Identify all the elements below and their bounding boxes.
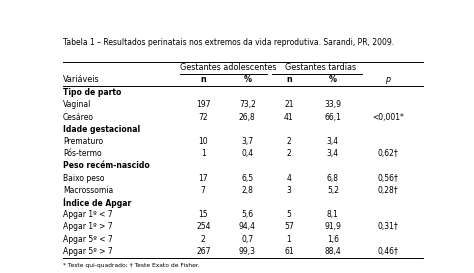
Text: 5: 5 bbox=[286, 210, 292, 219]
Text: 4: 4 bbox=[286, 174, 292, 183]
Text: 7: 7 bbox=[201, 186, 206, 195]
Text: Apgar 1º > 7: Apgar 1º > 7 bbox=[63, 222, 112, 232]
Text: Vaginal: Vaginal bbox=[63, 100, 91, 109]
Text: 2,8: 2,8 bbox=[241, 186, 253, 195]
Text: Apgar 5º < 7: Apgar 5º < 7 bbox=[63, 235, 113, 244]
Text: 15: 15 bbox=[199, 210, 208, 219]
Text: 17: 17 bbox=[199, 174, 208, 183]
Text: 5,6: 5,6 bbox=[241, 210, 254, 219]
Text: 1,6: 1,6 bbox=[327, 235, 339, 244]
Text: 88,4: 88,4 bbox=[325, 247, 341, 256]
Text: 3,7: 3,7 bbox=[241, 137, 254, 146]
Text: 3,4: 3,4 bbox=[327, 137, 339, 146]
Text: %: % bbox=[329, 75, 337, 84]
Text: 57: 57 bbox=[284, 222, 294, 232]
Text: 73,2: 73,2 bbox=[239, 100, 256, 109]
Text: %: % bbox=[243, 75, 251, 84]
Text: 33,9: 33,9 bbox=[324, 100, 341, 109]
Text: 3,4: 3,4 bbox=[327, 149, 339, 158]
Text: p: p bbox=[385, 75, 391, 84]
Text: 8,1: 8,1 bbox=[327, 210, 339, 219]
Text: 61: 61 bbox=[284, 247, 294, 256]
Text: 0,28†: 0,28† bbox=[378, 186, 398, 195]
Text: 3: 3 bbox=[286, 186, 292, 195]
Text: 99,3: 99,3 bbox=[239, 247, 256, 256]
Text: <0,001*: <0,001* bbox=[372, 113, 404, 122]
Text: 2: 2 bbox=[286, 149, 291, 158]
Text: 0,31†: 0,31† bbox=[378, 222, 399, 232]
Text: 72: 72 bbox=[199, 113, 208, 122]
Text: 5,2: 5,2 bbox=[327, 186, 339, 195]
Text: Pós-termo: Pós-termo bbox=[63, 149, 101, 158]
Text: Apgar 1º < 7: Apgar 1º < 7 bbox=[63, 210, 112, 219]
Text: 41: 41 bbox=[284, 113, 294, 122]
Text: 197: 197 bbox=[196, 100, 210, 109]
Text: 254: 254 bbox=[196, 222, 210, 232]
Text: 0,46†: 0,46† bbox=[378, 247, 399, 256]
Text: Tipo de parto: Tipo de parto bbox=[63, 88, 121, 97]
Text: Macrossomia: Macrossomia bbox=[63, 186, 113, 195]
Text: 0,56†: 0,56† bbox=[378, 174, 399, 183]
Text: * Teste qui-quadrado; † Teste Exato de Fisher.: * Teste qui-quadrado; † Teste Exato de F… bbox=[63, 263, 200, 268]
Text: n: n bbox=[201, 75, 206, 84]
Text: Cesáreo: Cesáreo bbox=[63, 113, 94, 122]
Text: 0,4: 0,4 bbox=[241, 149, 254, 158]
Text: 0,62†: 0,62† bbox=[378, 149, 399, 158]
Text: 21: 21 bbox=[284, 100, 293, 109]
Text: 94,4: 94,4 bbox=[239, 222, 256, 232]
Text: 10: 10 bbox=[199, 137, 208, 146]
Text: 2: 2 bbox=[201, 235, 206, 244]
Text: 2: 2 bbox=[286, 137, 291, 146]
Text: Peso recém-nascido: Peso recém-nascido bbox=[63, 161, 150, 170]
Text: 26,8: 26,8 bbox=[239, 113, 255, 122]
Text: 267: 267 bbox=[196, 247, 210, 256]
Text: 6,8: 6,8 bbox=[327, 174, 339, 183]
Text: 66,1: 66,1 bbox=[325, 113, 341, 122]
Text: 6,5: 6,5 bbox=[241, 174, 254, 183]
Text: 91,9: 91,9 bbox=[325, 222, 341, 232]
Text: Baixo peso: Baixo peso bbox=[63, 174, 104, 183]
Text: Variáveis: Variáveis bbox=[63, 75, 100, 84]
Text: Gestantes tardias: Gestantes tardias bbox=[285, 63, 356, 72]
Text: Tabela 1 – Resultados perinatais nos extremos da vida reprodutiva. Sarandi, PR, : Tabela 1 – Resultados perinatais nos ext… bbox=[63, 38, 394, 47]
Text: Apgar 5º > 7: Apgar 5º > 7 bbox=[63, 247, 113, 256]
Text: Idade gestacional: Idade gestacional bbox=[63, 125, 140, 134]
Text: n: n bbox=[286, 75, 292, 84]
Text: 1: 1 bbox=[201, 149, 206, 158]
Text: Índice de Apgar: Índice de Apgar bbox=[63, 198, 131, 209]
Text: Gestantes adolescentes: Gestantes adolescentes bbox=[180, 63, 276, 72]
Text: 1: 1 bbox=[286, 235, 291, 244]
Text: 0,7: 0,7 bbox=[241, 235, 254, 244]
Text: Prematuro: Prematuro bbox=[63, 137, 103, 146]
